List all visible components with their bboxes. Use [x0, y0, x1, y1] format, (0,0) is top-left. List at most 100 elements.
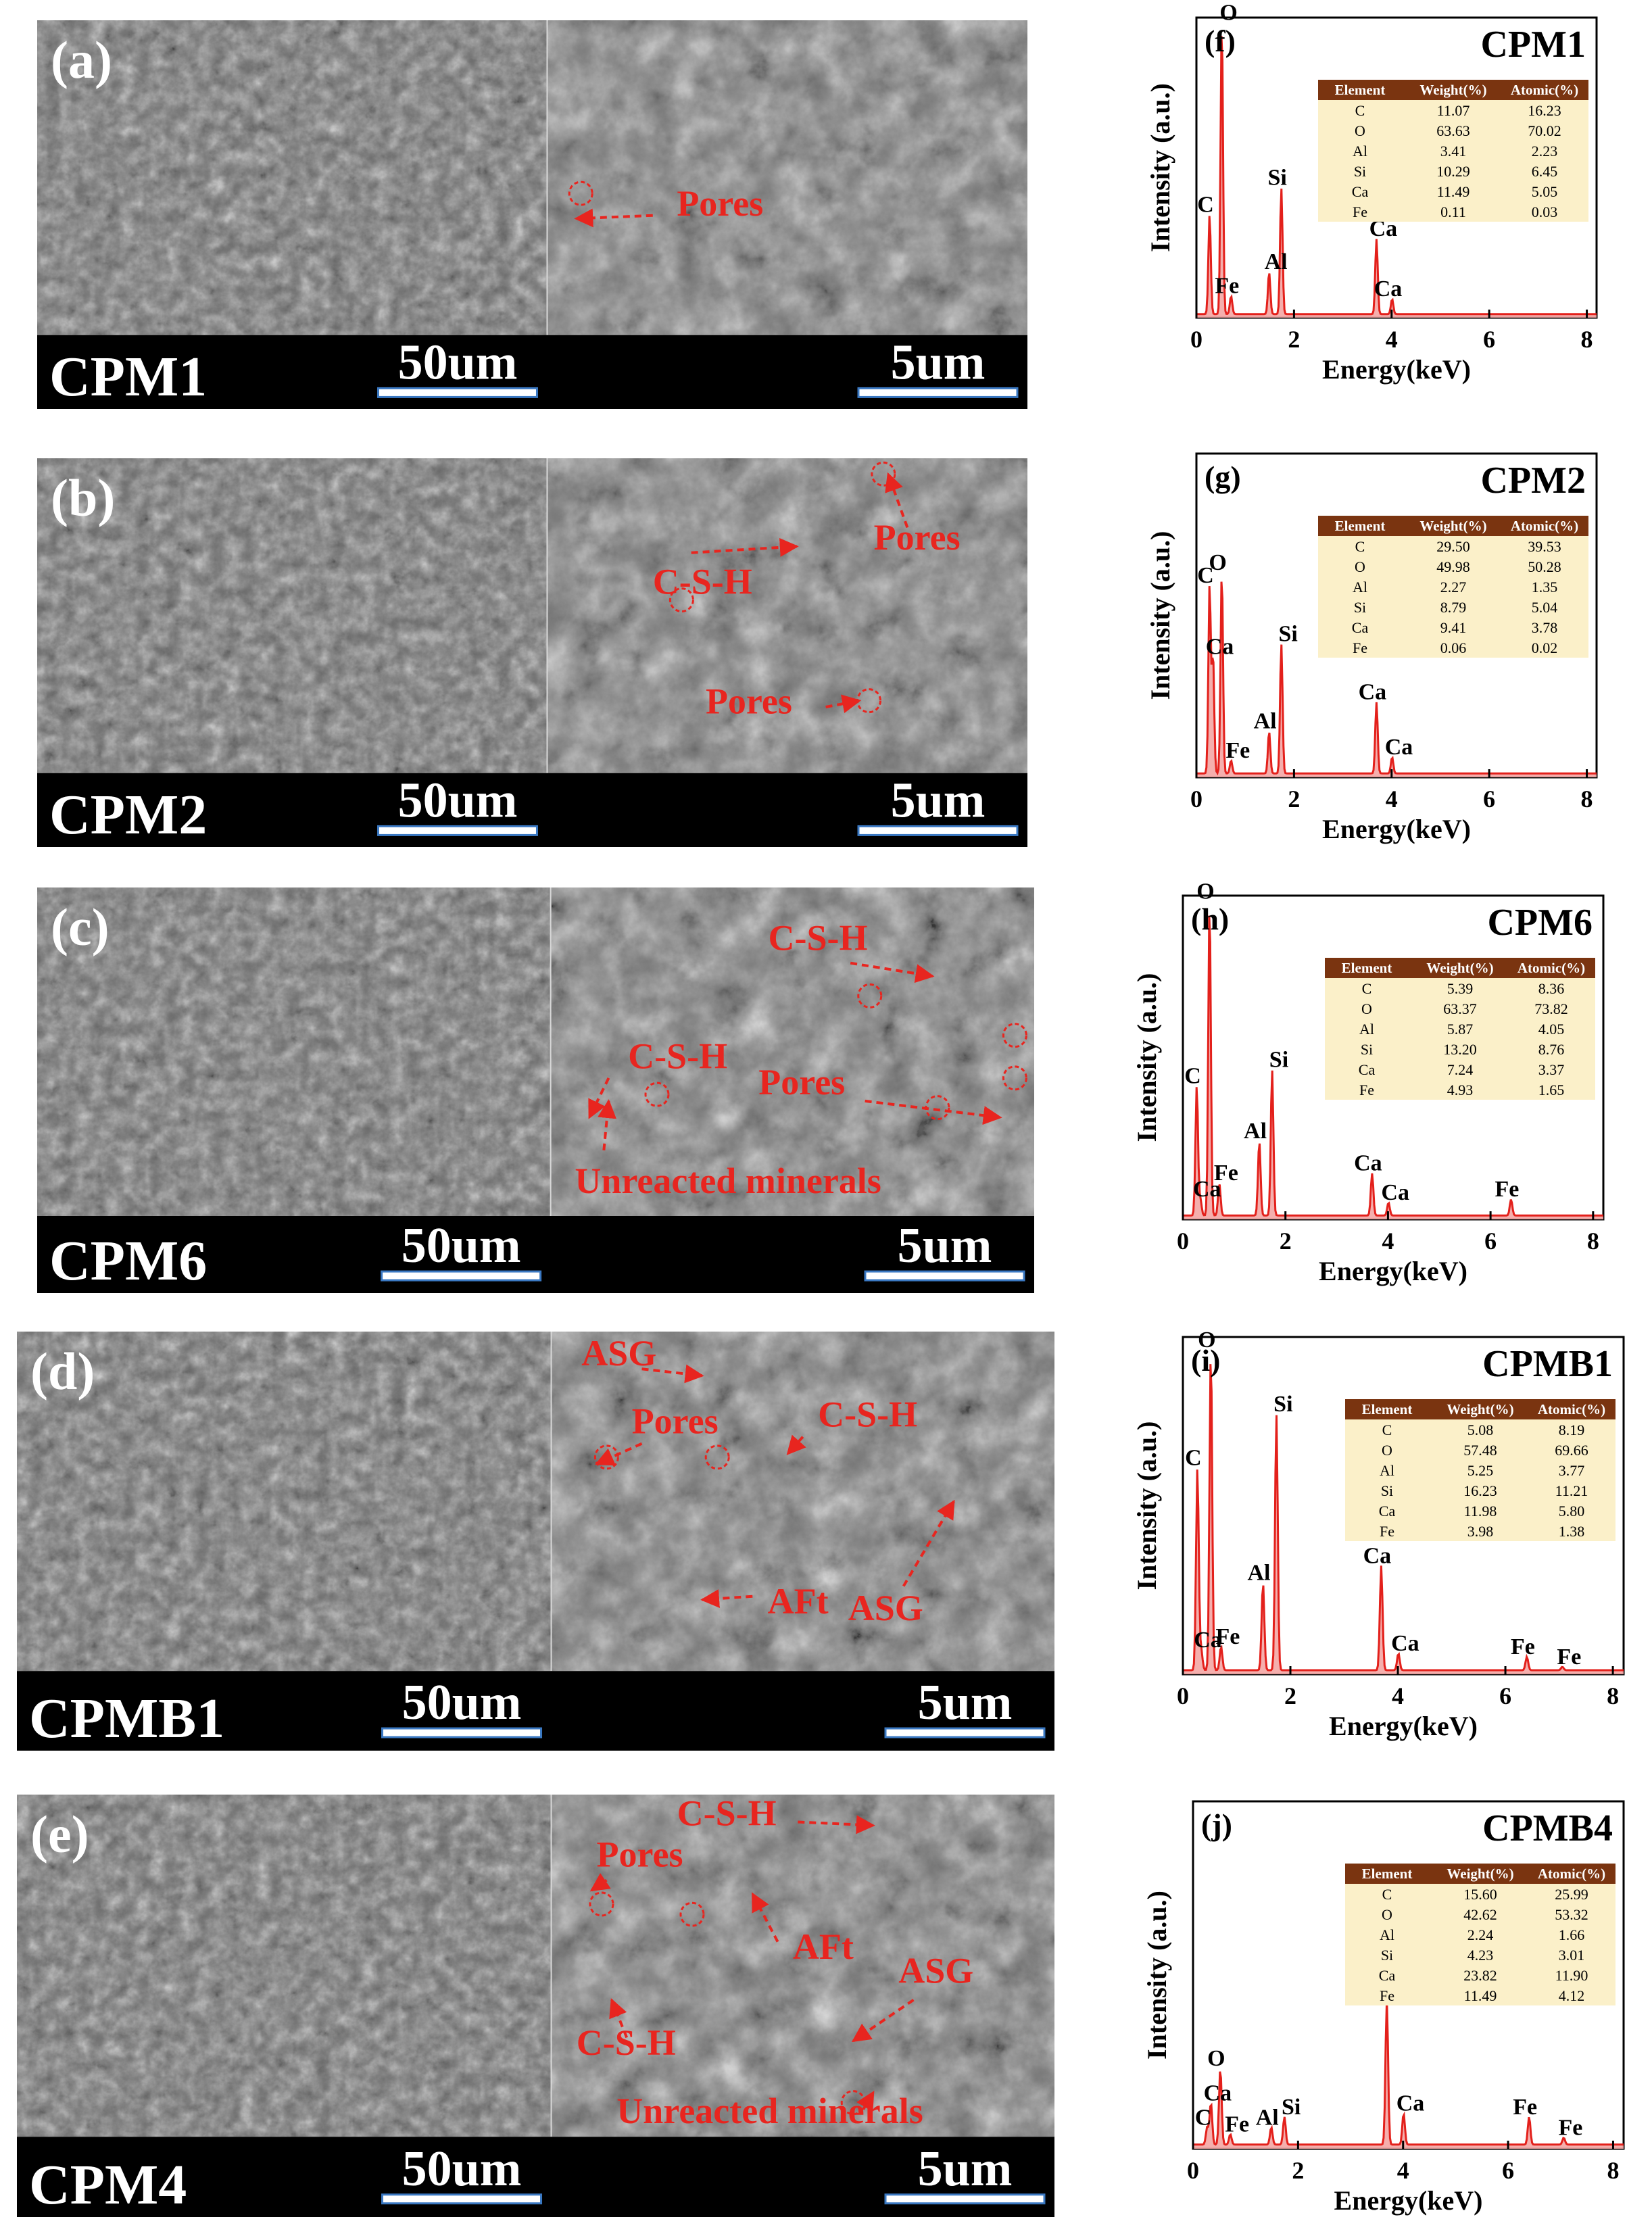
annotation-arrow	[786, 1434, 806, 1455]
panel-letter: (e)	[30, 1805, 89, 1864]
table-cell: 5.04	[1532, 599, 1558, 616]
peak-label: Al	[1256, 2105, 1279, 2130]
x-axis-label: Energy(keV)	[1329, 1711, 1478, 1741]
x-axis-label: Energy(keV)	[1322, 354, 1471, 385]
x-tick-label: 4	[1386, 785, 1398, 812]
annotation-label: Unreacted minerals	[575, 1161, 881, 1201]
x-tick-label: 0	[1190, 785, 1202, 812]
table-cell: 9.41	[1440, 619, 1467, 636]
pore-marker	[644, 1081, 670, 1107]
table-cell: C	[1355, 538, 1365, 555]
peak-label: Ca	[1204, 2081, 1232, 2106]
annotation-label: C-S-H	[677, 1793, 777, 1834]
annotation-arrow	[798, 1815, 875, 1834]
scale-bar-high	[857, 387, 1019, 398]
annotation-arrow	[751, 1892, 779, 1943]
table-cell: O	[1355, 558, 1365, 575]
eds-sample-title: CPMB1	[1482, 1343, 1613, 1385]
table-header-cell: Atomic(%)	[1517, 960, 1585, 976]
eds-panel-letter: (j)	[1201, 1807, 1232, 1842]
table-cell: Si	[1381, 1482, 1393, 1499]
table-header-bg	[1345, 1864, 1615, 1884]
table-body-bg	[1325, 978, 1595, 1100]
eds-panel-cpmb4: CCaOFeAlSiCaCaFeFe02468Energy(keV)Intens…	[1142, 1800, 1625, 2216]
pore-marker	[589, 1891, 614, 1917]
table-cell: 63.63	[1436, 122, 1470, 139]
table-cell: 13.20	[1443, 1041, 1477, 1058]
table-cell: O	[1382, 1906, 1392, 1923]
annotation-arrow	[588, 1077, 610, 1119]
table-cell: 29.50	[1436, 538, 1470, 555]
pore-marker	[568, 180, 593, 206]
x-tick-label: 4	[1397, 2157, 1409, 2184]
annotation-label: Pores	[758, 1062, 845, 1102]
table-header-bg	[1318, 80, 1588, 100]
table-header-cell: Element	[1335, 518, 1386, 534]
pore-marker	[840, 2090, 866, 2116]
annotation-arrow	[851, 1999, 915, 2043]
table-header-cell: Atomic(%)	[1538, 1866, 1605, 1882]
x-tick-label: 2	[1292, 2157, 1304, 2184]
x-tick-label: 4	[1386, 326, 1398, 353]
table-cell: 5.08	[1467, 1421, 1494, 1438]
table-cell: 8.19	[1559, 1421, 1585, 1438]
peak-label: Fe	[1216, 1624, 1240, 1649]
peak-label: C	[1184, 1063, 1201, 1088]
table-cell: 23.82	[1463, 1967, 1497, 1984]
peak-label: Ca	[1193, 1177, 1221, 1202]
peak-label: Si	[1273, 1392, 1292, 1417]
sem-panel-cpm4: (e)CPM4 50um 5umC-S-HPoresAFtASGC-S-HUnrea…	[17, 1793, 1054, 2217]
scale-bar-low	[376, 387, 538, 398]
pore-marker	[857, 983, 883, 1008]
table-cell: 5.80	[1559, 1503, 1585, 1519]
table-cell: Al	[1380, 1926, 1394, 1943]
table-cell: 53.32	[1555, 1906, 1588, 1923]
peak-label: Si	[1282, 2095, 1301, 2120]
x-tick-label: 8	[1581, 785, 1593, 812]
table-cell: 42.62	[1463, 1906, 1497, 1923]
scale-label-high: 5um	[918, 1675, 1013, 1730]
table-cell: 5.39	[1447, 980, 1474, 997]
table-cell: Al	[1353, 579, 1367, 595]
table-cell: 6.45	[1532, 163, 1558, 180]
sample-name: CPM6	[49, 1230, 207, 1292]
annotation-label: Pores	[706, 681, 792, 721]
table-cell: 49.98	[1436, 558, 1470, 575]
table-header-cell: Weight(%)	[1447, 1401, 1513, 1417]
x-tick-label: 2	[1280, 1227, 1292, 1255]
table-cell: 4.12	[1559, 1987, 1585, 2004]
sem-texture-high-mag	[547, 458, 1027, 773]
table-cell: Al	[1353, 143, 1367, 160]
peak-label: O	[1219, 0, 1237, 25]
spectrum-line	[1196, 36, 1597, 316]
table-cell: 1.65	[1538, 1081, 1565, 1098]
table-cell: 0.11	[1440, 203, 1466, 220]
sample-name: CPM2	[49, 783, 207, 846]
table-body-bg	[1345, 1884, 1615, 2005]
annotation-label: AFt	[768, 1581, 829, 1622]
panel-letter: (c)	[51, 898, 110, 956]
composition-table: Element Weight(%) Atomic(%) C 5.39 8.36 O 63.37…	[1325, 958, 1595, 1100]
table-cell: Ca	[1352, 183, 1369, 200]
peak-label: Ca	[1391, 1631, 1419, 1656]
x-tick-label: 4	[1382, 1227, 1394, 1255]
table-cell: 69.66	[1555, 1442, 1588, 1459]
peak-label: Al	[1244, 1119, 1267, 1144]
table-cell: Fe	[1359, 1081, 1374, 1098]
table-cell: 11.49	[1464, 1987, 1497, 2004]
peak-label: Al	[1265, 249, 1288, 274]
sem-panel-cpm1: (a) CPM1 50um 5um Pores	[37, 20, 1027, 409]
annotation-arrow	[641, 1364, 704, 1384]
table-cell: Al	[1380, 1462, 1394, 1479]
scale-label-high: 5um	[918, 2141, 1013, 2197]
table-cell: 25.99	[1555, 1886, 1588, 1903]
peak-label: Fe	[1513, 2095, 1537, 2120]
table-cell: Ca	[1379, 1503, 1396, 1519]
annotation-label: C-S-H	[577, 2022, 676, 2063]
table-cell: Si	[1361, 1041, 1373, 1058]
x-tick-label: 0	[1177, 1227, 1189, 1255]
table-cell: 3.41	[1440, 143, 1467, 160]
table-cell: 10.29	[1436, 163, 1470, 180]
